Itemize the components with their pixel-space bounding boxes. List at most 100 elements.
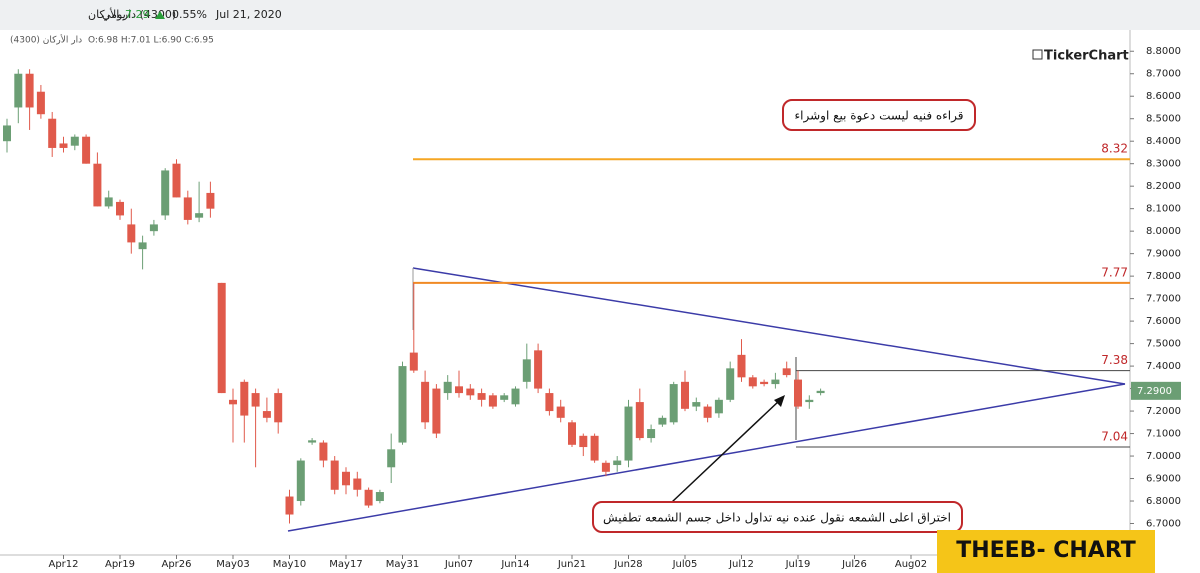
x-tick-label: Jun21: [557, 559, 586, 570]
y-tick-label: 7.6000: [1146, 316, 1181, 327]
candle-body: [229, 399, 237, 405]
arrow-head: [774, 395, 785, 407]
candle-body: [274, 393, 283, 423]
candle-body: [421, 381, 430, 423]
candle-body: [692, 402, 701, 407]
price: 7.29: [125, 8, 150, 21]
candle-body: [206, 192, 215, 209]
y-tick-label: 6.8000: [1146, 496, 1181, 507]
candle-body: [82, 136, 91, 164]
candle-body: [816, 390, 825, 394]
x-tick-label: Jul19: [785, 559, 811, 570]
x-tick-label: May17: [329, 559, 362, 570]
candle-body: [285, 496, 294, 515]
candle-body: [149, 224, 158, 232]
y-tick-label: 8.4000: [1146, 136, 1181, 147]
y-tick-label: 8.8000: [1146, 46, 1181, 57]
candle-body: [545, 393, 554, 412]
candle-body: [59, 143, 68, 148]
candle-body: [658, 417, 667, 425]
candle-body: [443, 381, 452, 394]
y-tick-label: 8.3000: [1146, 159, 1181, 170]
candle-body: [534, 350, 543, 389]
level-label: 7.38: [1101, 353, 1128, 367]
candle-body: [748, 377, 757, 387]
candle-body: [726, 368, 735, 400]
candle-body: [771, 379, 780, 385]
note: اختراق اعلى الشمعه نقول عنده نيه تداول د…: [603, 511, 951, 526]
x-tick-label: Apr26: [161, 559, 191, 570]
candle-body: [70, 136, 79, 146]
candle-body: [25, 73, 34, 108]
candle-body: [703, 406, 712, 418]
candle-body: [195, 213, 204, 218]
candle-body: [805, 399, 814, 403]
candle-body: [511, 388, 520, 405]
candle-body: [647, 429, 656, 439]
trendline: [287, 383, 1126, 532]
y-tick-label: 8.0000: [1146, 226, 1181, 237]
up-arrow: [155, 11, 165, 19]
x-tick-label: Jul05: [672, 559, 698, 570]
candle-body: [364, 489, 373, 506]
candle-body: [308, 440, 317, 443]
candle-body: [319, 442, 328, 461]
candle-body: [14, 73, 23, 108]
arrow: [671, 399, 781, 503]
trendline: [412, 267, 1126, 385]
ohlc: O:6.98 H:7.01 L:6.90 C:6.95: [88, 36, 214, 46]
y-tick-label: 6.7000: [1146, 519, 1181, 530]
candle-body: [556, 406, 565, 418]
candle-body: [3, 125, 11, 142]
x-tick-label: Jul12: [728, 559, 754, 570]
y-tick-label: 8.6000: [1146, 91, 1181, 102]
candle-body: [93, 163, 102, 207]
candle-body: [183, 197, 192, 220]
ohlc-name: دار الأركان (4300): [10, 34, 82, 46]
candle-body: [240, 381, 249, 416]
candle-body: [296, 460, 305, 502]
y-tick-label: 7.7000: [1146, 294, 1181, 305]
candle-body: [375, 492, 384, 502]
y-tick-label: 7.1000: [1146, 429, 1181, 440]
candle-body: [342, 471, 350, 486]
candle-body: [782, 368, 791, 376]
x-tick-label: May31: [386, 559, 419, 570]
candle-body: [635, 402, 644, 439]
y-tick-label: 7.5000: [1146, 339, 1181, 350]
x-tick-label: May10: [273, 559, 306, 570]
candle-body: [714, 399, 723, 414]
candle-body: [488, 395, 497, 407]
candle-body: [353, 478, 362, 490]
x-tick-label: Apr12: [48, 559, 78, 570]
candle-body: [624, 406, 633, 461]
candle-body: [409, 352, 418, 371]
x-tick-label: Jul26: [841, 559, 867, 570]
candle-body: [613, 460, 622, 466]
candle-body: [466, 388, 475, 396]
candle-body: [601, 462, 610, 472]
candle-body: [590, 435, 599, 461]
y-tick-label: 8.5000: [1146, 114, 1181, 125]
x-tick-label: Jun07: [444, 559, 473, 570]
candle-body: [262, 411, 271, 418]
candle-body: [116, 201, 124, 216]
y-tick-label: 6.9000: [1146, 474, 1181, 485]
y-tick-label: 7.4000: [1146, 361, 1181, 372]
candle-body: [477, 393, 486, 400]
date: Jul 21, 2020: [215, 8, 282, 21]
candle-body: [737, 354, 746, 378]
candle-body: [138, 242, 147, 250]
y-tick-label: 8.2000: [1146, 181, 1181, 192]
candle-body: [760, 381, 769, 385]
brand: TickerChart: [1044, 49, 1129, 64]
y-tick-label: 7.8000: [1146, 271, 1181, 282]
x-tick-label: May03: [216, 559, 249, 570]
brand-icon: [1032, 49, 1043, 60]
y-tick-label: 7.2000: [1146, 406, 1181, 417]
last-price-label: 7.2900: [1137, 386, 1172, 397]
candle-body: [568, 422, 576, 445]
y-tick-label: 7.9000: [1146, 249, 1181, 260]
